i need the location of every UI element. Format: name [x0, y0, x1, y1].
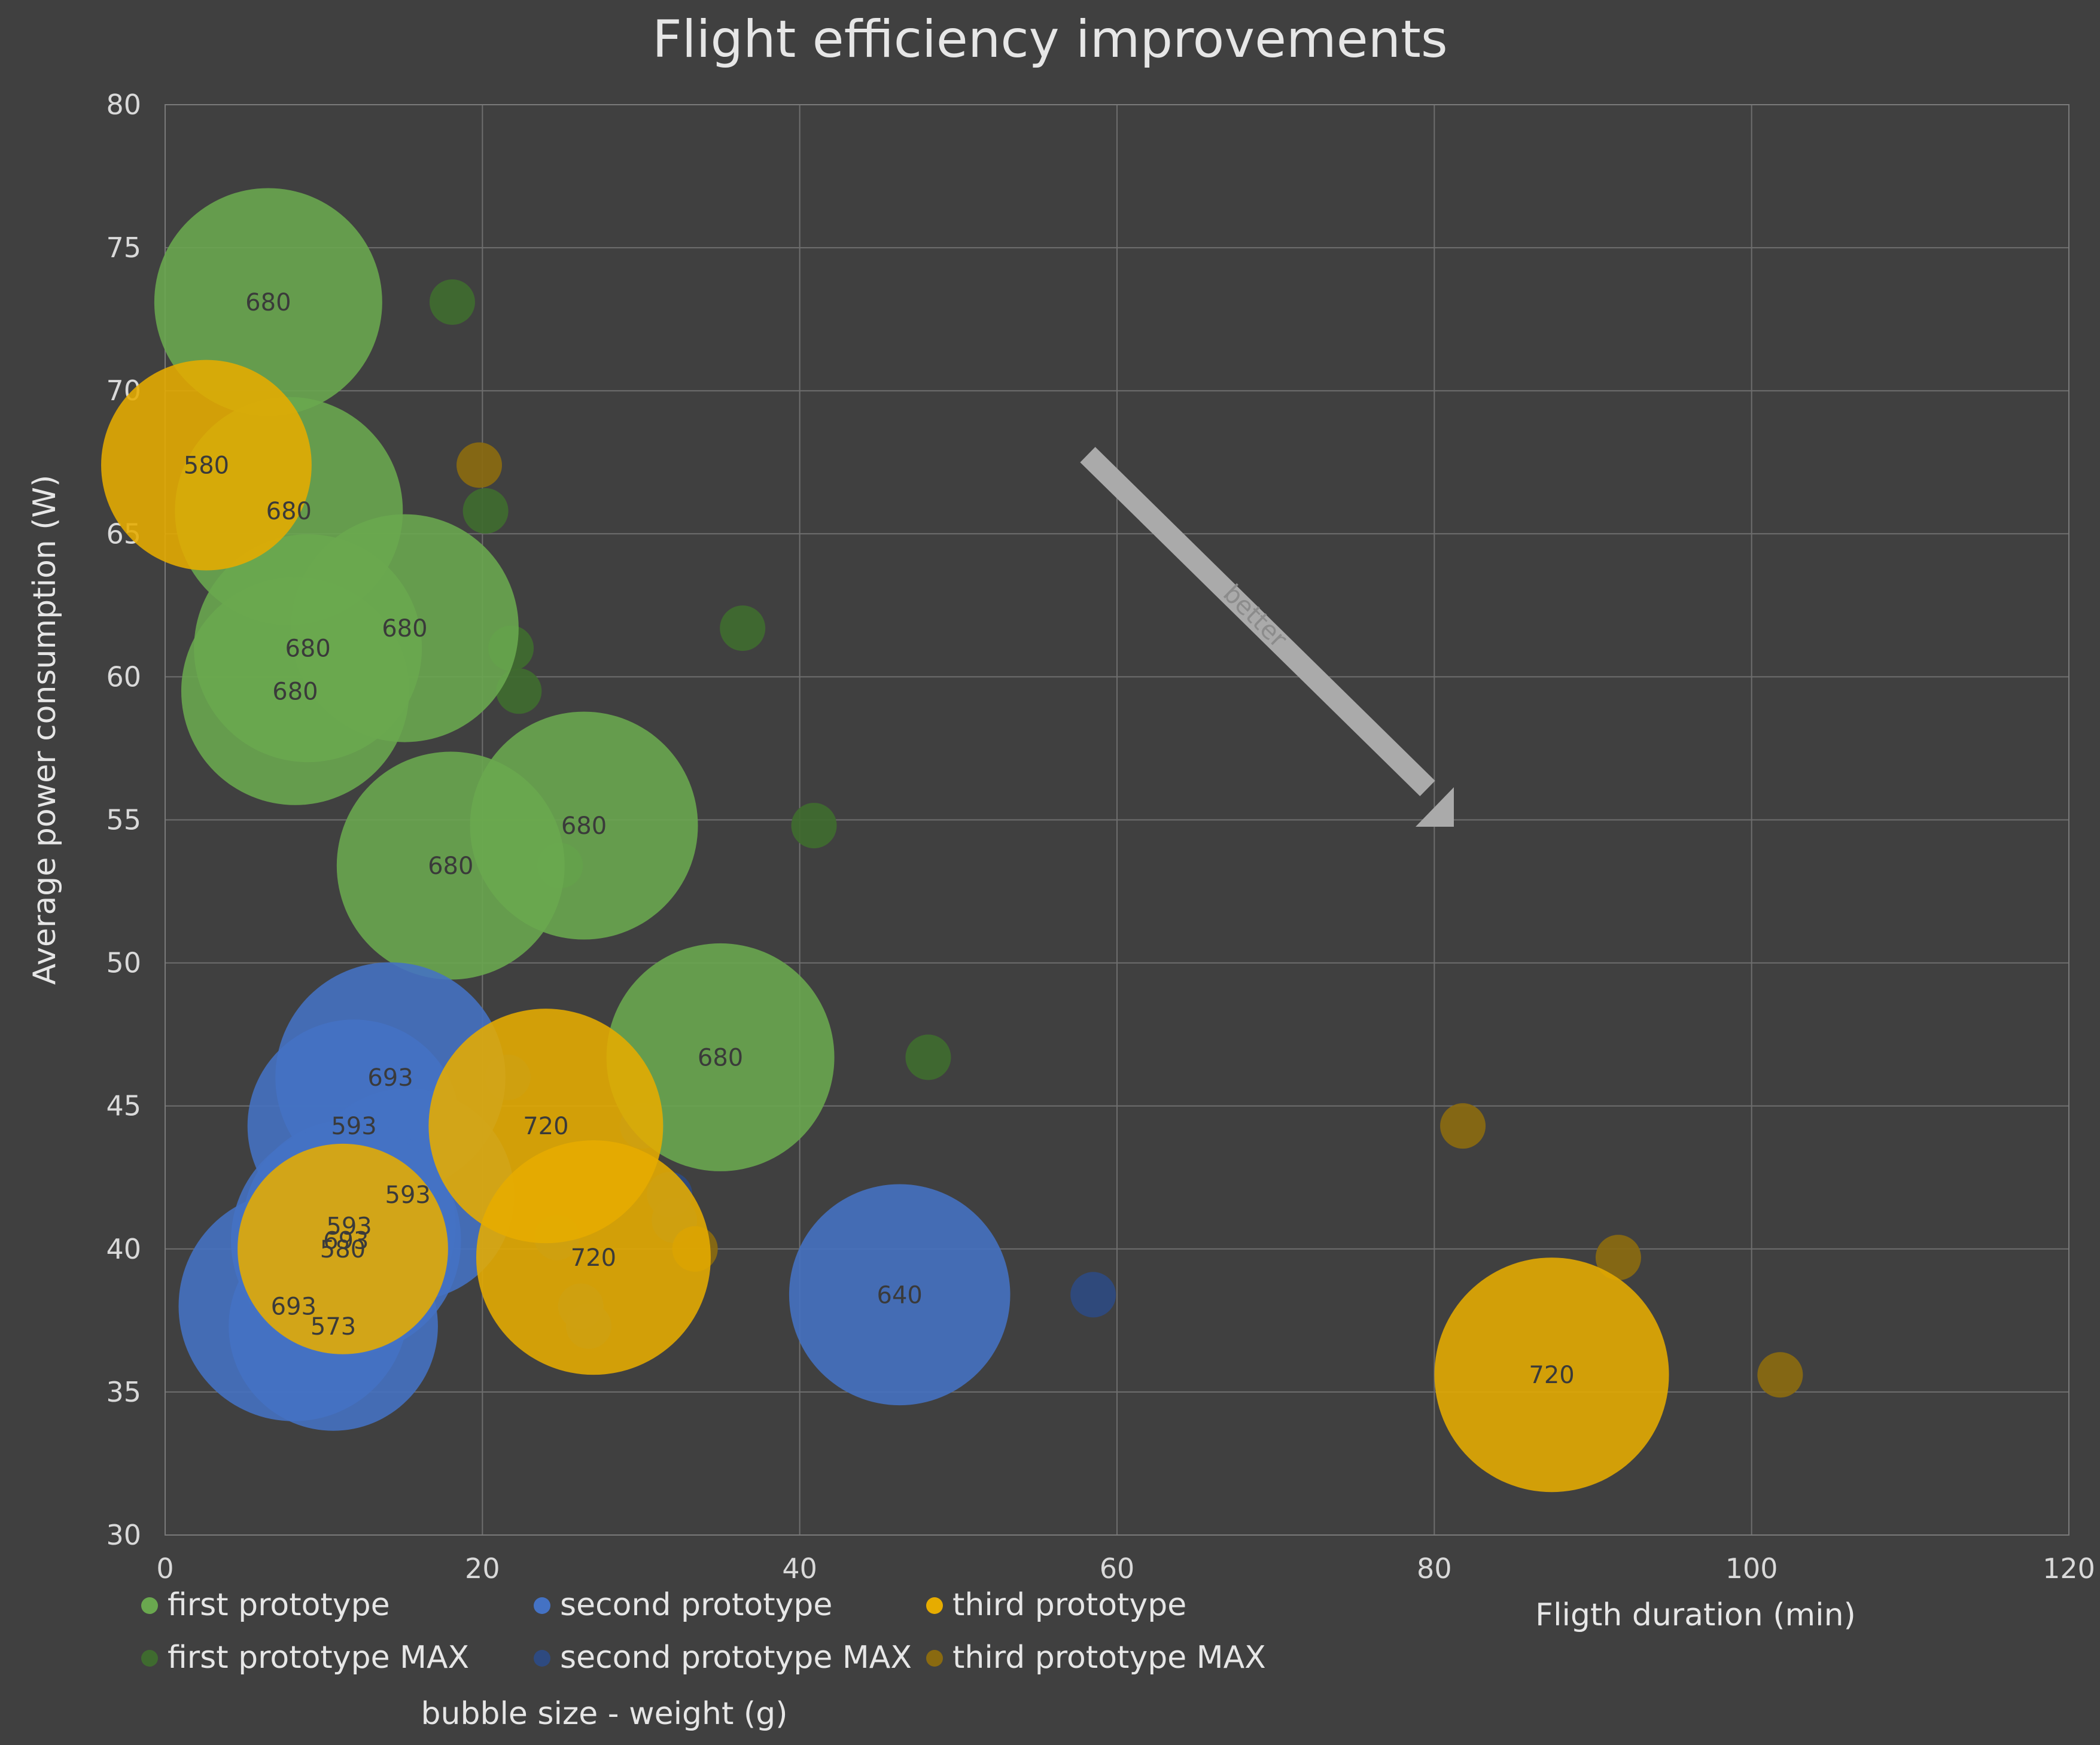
max-bubble — [791, 803, 837, 849]
x-tick-label: 40 — [782, 1552, 817, 1585]
legend-entry-label: third prototype — [952, 1587, 1186, 1623]
legend-marker — [141, 1650, 158, 1667]
max-bubble — [1440, 1103, 1486, 1149]
bubble-data-label: 593 — [326, 1213, 372, 1241]
max-bubble — [456, 442, 503, 488]
max-bubble — [1757, 1352, 1803, 1398]
legend-entry-label: first prototype MAX — [168, 1640, 469, 1676]
y-axis-label: Average power consumption (W) — [27, 475, 63, 985]
legend-marker — [534, 1597, 550, 1614]
bubble — [336, 751, 565, 980]
bubble-data-label: 680 — [382, 615, 427, 642]
legend-marker — [926, 1597, 943, 1614]
max-bubble — [1070, 1272, 1116, 1318]
legend-entry-label: first prototype — [168, 1587, 390, 1623]
y-tick-label: 50 — [106, 947, 141, 979]
legend-entry-label: second prototype — [560, 1587, 832, 1623]
bubble-size-note: bubble size - weight (g) — [421, 1696, 787, 1732]
max-bubble — [462, 488, 509, 534]
x-tick-label: 120 — [2043, 1552, 2095, 1585]
y-tick-label: 30 — [106, 1519, 141, 1551]
x-tick-label: 0 — [156, 1552, 174, 1585]
bubble-data-label: 680 — [266, 498, 312, 525]
bubble-data-label: 720 — [571, 1244, 616, 1272]
x-axis-tick-labels: 0 20 40 60 80 100 120 — [156, 1552, 2095, 1585]
bubble-data-label: 593 — [331, 1113, 376, 1140]
bubble-data-label: 680 — [698, 1044, 743, 1071]
legend-entry-label: third prototype MAX — [952, 1640, 1266, 1676]
bubble — [238, 1143, 448, 1354]
bubble-data-label: 720 — [1529, 1362, 1574, 1389]
bubble-data-label: 693 — [323, 1227, 369, 1254]
bubble-data-label: 693 — [271, 1293, 316, 1320]
x-tick-label: 80 — [1417, 1552, 1452, 1585]
y-tick-label: 75 — [106, 232, 141, 264]
bubble-data-label: 580 — [184, 452, 229, 480]
bubble-data-label: 680 — [245, 289, 291, 316]
bubble-data-label: 693 — [367, 1064, 413, 1092]
bubble — [606, 943, 835, 1171]
x-axis-label: Fligth duration (min) — [1535, 1597, 1856, 1633]
better-arrow-head — [1416, 787, 1454, 827]
plot-border — [165, 104, 2069, 1536]
bubble — [1434, 1257, 1669, 1493]
bubble — [154, 188, 382, 416]
y-tick-label: 40 — [106, 1233, 141, 1265]
max-bubble — [429, 279, 475, 325]
chart-title: Flight efficiency improvements — [652, 10, 1447, 69]
max-bubble — [905, 1034, 951, 1080]
legend-marker — [141, 1597, 158, 1614]
bubble-data-label: 680 — [428, 852, 473, 880]
bubble — [476, 1140, 711, 1375]
legend-marker — [926, 1650, 943, 1667]
x-tick-label: 100 — [1725, 1552, 1778, 1585]
bubble-data-label: 593 — [385, 1181, 431, 1209]
bubble-data-label: 680 — [561, 812, 607, 840]
main-series-bubbles: 6806806806806806806806806935935935936936… — [101, 188, 1669, 1493]
bubble-data-label: 580 — [320, 1236, 366, 1263]
y-tick-label: 80 — [106, 89, 141, 121]
x-tick-label: 20 — [465, 1552, 500, 1585]
bubble-data-label: 573 — [311, 1313, 356, 1341]
plot-area — [165, 104, 2069, 1536]
bubble — [101, 360, 312, 571]
better-arrow-shaft — [1080, 447, 1435, 796]
x-tick-label: 60 — [1100, 1552, 1135, 1585]
bubble-data-label: 720 — [523, 1113, 568, 1140]
bubble-data-label: 680 — [272, 678, 318, 705]
bubble — [290, 514, 519, 742]
y-tick-label: 60 — [106, 660, 141, 693]
max-bubble — [1595, 1235, 1641, 1281]
max-bubble — [496, 668, 542, 714]
bubble — [789, 1184, 1011, 1406]
legend-marker — [534, 1650, 550, 1667]
y-tick-label: 55 — [106, 804, 141, 836]
legend: first prototype second prototype third pro… — [141, 1587, 1266, 1676]
bubble-data-label: 640 — [877, 1281, 923, 1309]
legend-entry-label: second prototype MAX — [560, 1640, 912, 1676]
y-tick-label: 45 — [106, 1090, 141, 1122]
max-bubble — [720, 605, 766, 651]
bubble-data-label: 680 — [285, 635, 330, 663]
y-tick-label: 35 — [106, 1376, 141, 1408]
